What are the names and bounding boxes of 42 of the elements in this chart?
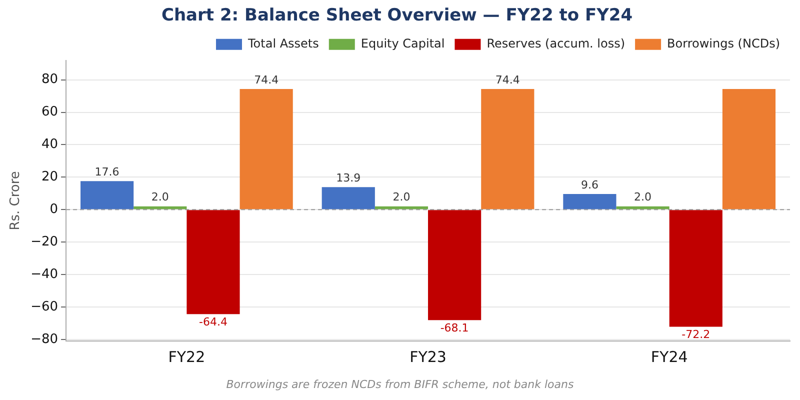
text: Borrowings are frozen NCDs from BIFR scheme, not bank loans	[225, 378, 575, 391]
bar	[322, 187, 375, 210]
bar	[134, 206, 187, 210]
legend-label: Equity Capital	[360, 36, 445, 51]
y-tick-label: 0	[50, 202, 58, 217]
chart-title: Chart 2: Balance Sheet Overview — FY22 to FY24	[161, 6, 633, 26]
bar	[186, 210, 240, 314]
data-label: -68.1	[440, 321, 469, 334]
bar	[80, 181, 134, 210]
data-label: 2.0	[634, 190, 652, 204]
data-label: 74.4	[495, 73, 520, 86]
x-tick-label: FY24	[650, 348, 688, 366]
data-label: -64.4	[199, 315, 228, 328]
y-axis-title: Rs. Crore	[8, 171, 24, 230]
bar	[240, 88, 293, 210]
data-label: -72.2	[682, 328, 710, 342]
bar	[481, 88, 534, 210]
data-label: 74.4	[254, 73, 279, 86]
bar	[563, 194, 616, 210]
bar	[669, 210, 722, 327]
y-tick-label: 40	[41, 137, 58, 152]
bar	[374, 206, 428, 210]
y-tick-label: −60	[30, 299, 58, 314]
y-tick-label: 80	[41, 72, 58, 88]
data-label: 2.0	[392, 190, 410, 204]
x-tick-label: FY22	[168, 348, 206, 366]
y-tick-label: 20	[41, 170, 58, 185]
data-label: 13.9	[336, 171, 361, 184]
y-tick-label: 60	[41, 104, 58, 120]
x-tick-label: FY23	[410, 348, 446, 366]
data-label: 2.0	[151, 190, 169, 204]
legend-label: Borrowings (NCDs)	[667, 36, 780, 51]
legend-label: Total Assets	[247, 36, 319, 51]
bar	[428, 210, 482, 320]
y-tick-label: −80	[30, 332, 58, 347]
data-label: 9.6	[580, 178, 598, 192]
y-tick-label: −20	[30, 234, 58, 250]
bar	[616, 206, 670, 210]
data-label: 17.6	[94, 165, 120, 178]
bar	[722, 88, 776, 210]
y-tick-label: −40	[30, 266, 58, 282]
legend-label: Reserves (accum. loss)	[486, 36, 626, 51]
